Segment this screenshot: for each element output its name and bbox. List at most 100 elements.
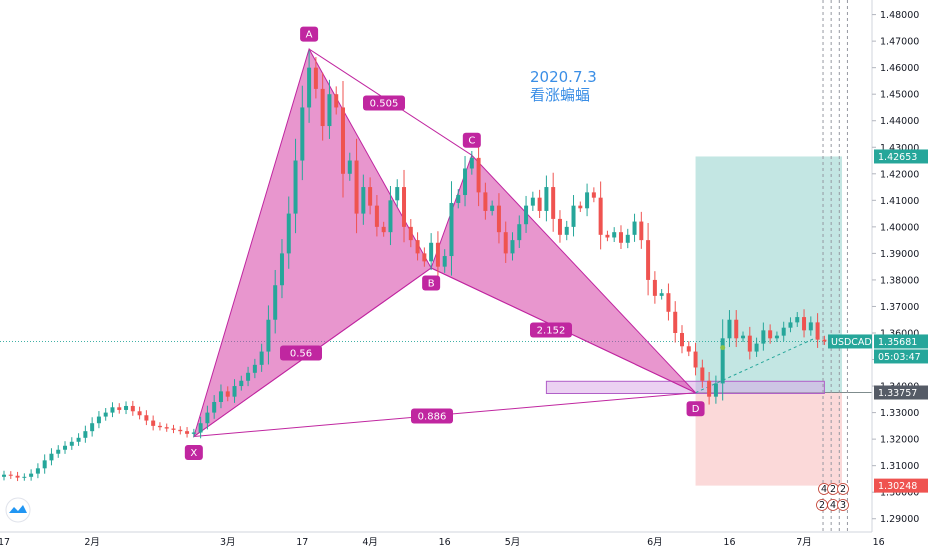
candle-body (747, 335, 752, 352)
candle-body (578, 205, 583, 209)
trend-dashed-line (695, 336, 818, 394)
time-tick-label: 3月 (220, 537, 236, 548)
ratio-label-0-886: 0.886 (418, 412, 447, 423)
candle-body (395, 187, 400, 201)
price-tick-label: 1.44000 (880, 116, 919, 127)
target-price-tag: 1.42653 (878, 152, 917, 163)
time-tick-label: 6月 (647, 537, 663, 548)
candle-body (490, 205, 495, 211)
event-marker (837, 483, 849, 495)
ratio-label-2-152: 2.152 (537, 326, 566, 337)
candle-body (212, 401, 217, 413)
event-marker-label: 2 (830, 484, 836, 495)
candle-body (381, 226, 386, 233)
point-label-c-bg (462, 132, 481, 148)
candle-body (218, 391, 223, 402)
event-marker (837, 499, 849, 511)
candle-body (29, 473, 34, 477)
event-marker-label: 2 (840, 484, 846, 495)
candle-body (666, 293, 671, 312)
candle-body (157, 425, 162, 428)
candle-body (205, 412, 210, 424)
candle-body (680, 332, 684, 347)
point-label-x-bg (184, 444, 203, 460)
price-tick-label: 1.38000 (880, 275, 919, 286)
candle-body (191, 432, 196, 434)
event-marker-label: 3 (840, 500, 846, 511)
price-tick-label: 1.42000 (880, 169, 919, 180)
countdown-label: 05:03:47 (878, 352, 921, 363)
candle-body (442, 256, 447, 267)
candle-body (22, 476, 27, 478)
candle-body (341, 107, 345, 174)
candle-body (354, 160, 359, 214)
point-label-d-bg (686, 401, 705, 417)
price-axis[interactable]: 1.290001.300001.310001.320001.330001.340… (871, 0, 932, 550)
stop-price-tag: 1.30248 (878, 481, 917, 492)
candle-body (49, 453, 54, 461)
point-label-x: X (190, 448, 197, 459)
candle-body (8, 474, 13, 476)
candle-body (273, 285, 278, 320)
candle-body (415, 240, 420, 254)
candle-body (90, 423, 95, 432)
candle-body (225, 391, 230, 397)
candle-body (185, 431, 190, 434)
candle-body (286, 213, 291, 254)
candle-body (646, 240, 651, 280)
candle-body (591, 192, 596, 198)
time-tick-label: 16 (873, 537, 885, 548)
event-marker-label: 4 (821, 484, 827, 495)
price-tick-label: 1.32000 (880, 435, 919, 446)
price-tick-label: 1.45000 (880, 90, 919, 101)
logo-circle (5, 497, 31, 523)
candle-body (605, 234, 610, 238)
price-axis-bg (872, 0, 932, 550)
time-axis[interactable]: 17 2月 3月 17 4月 16 5月 6月 16 7月 16 (0, 531, 885, 548)
candle-body (734, 319, 739, 339)
time-tick-label: 2月 (84, 537, 100, 548)
tradingview-logo (5, 497, 31, 523)
pattern-triangle-bcd (430, 154, 696, 394)
candle-body (388, 200, 393, 233)
position-zones (0, 156, 872, 486)
candle-body (151, 420, 156, 426)
candle-body (537, 197, 542, 211)
price-tick-label: 1.36000 (880, 328, 919, 339)
annotation-pattern-name: 看涨蝙蝠 (530, 86, 590, 104)
time-tick-label: 16 (723, 537, 735, 548)
ratio-label-2-152-bg (530, 322, 572, 338)
time-tick-label: 7月 (796, 537, 812, 548)
price-tick-label: 1.41000 (880, 196, 919, 207)
price-tags: 1.42653 1.33757 1.30248 1.35681 05:03:47 USDC… (828, 149, 928, 493)
annotation-date: 2020.7.3 (530, 68, 597, 86)
candle-body (178, 429, 183, 432)
candle-body (361, 187, 366, 214)
candle-body (496, 205, 501, 233)
point-label-b: B (428, 278, 435, 289)
candle-body (374, 205, 379, 227)
candle-body (774, 335, 779, 339)
candle-body (639, 221, 644, 241)
candle-body (164, 427, 169, 429)
candle-body (15, 475, 20, 478)
candle-body (137, 411, 142, 416)
target-price-tag-bg (874, 149, 928, 164)
candle-body (768, 330, 773, 339)
candle-body (63, 445, 68, 450)
candle-body (117, 407, 122, 410)
price-tick-label: 1.30000 (880, 488, 919, 499)
candle-body (198, 423, 203, 433)
price-tick-label: 1.37000 (880, 302, 919, 313)
candle-body (402, 187, 407, 227)
candle-body (463, 168, 468, 196)
candle-body (76, 437, 81, 442)
candle-body (449, 202, 454, 257)
candle-body (96, 416, 101, 424)
price-tick-label: 1.39000 (880, 249, 919, 260)
candle-body (571, 205, 576, 227)
candle-body (124, 405, 129, 410)
price-tick-label: 1.40000 (880, 222, 919, 233)
